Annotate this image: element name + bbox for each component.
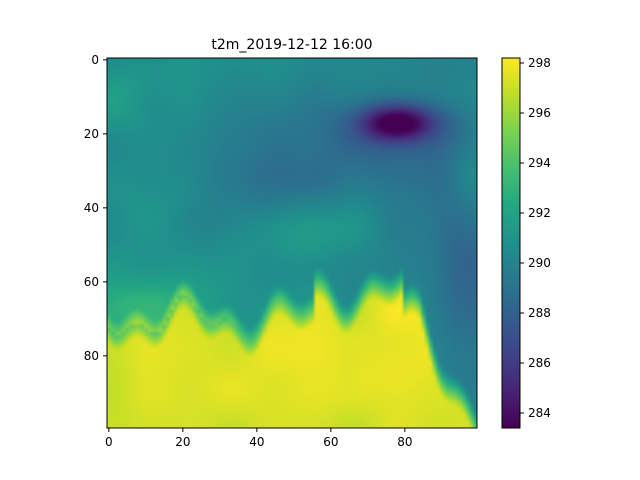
- colorbar-gradient: [501, 57, 521, 429]
- y-tick-label: 60: [84, 275, 99, 289]
- plot-area: [106, 57, 478, 429]
- colorbar-tick-label: 284: [528, 406, 551, 420]
- x-tick-label: 40: [249, 435, 264, 449]
- colorbar-tick-label: 290: [528, 256, 551, 270]
- colorbar-tick-label: 294: [528, 156, 551, 170]
- colorbar-tick-label: 292: [528, 206, 551, 220]
- colorbar-tick-label: 286: [528, 356, 551, 370]
- x-tick-label: 80: [397, 435, 412, 449]
- plot-frame: [106, 57, 478, 429]
- x-tick-label: 0: [105, 435, 113, 449]
- heatmap-image: [107, 58, 477, 428]
- x-tick-label: 60: [323, 435, 338, 449]
- x-axis: 0 20 40 60 80: [105, 428, 412, 449]
- x-tick-label: 20: [175, 435, 190, 449]
- colorbar-tick-label: 288: [528, 306, 551, 320]
- y-tick-label: 0: [91, 53, 99, 67]
- y-tick-label: 20: [84, 127, 99, 141]
- y-tick-label: 80: [84, 349, 99, 363]
- colorbar: 284 286 288 290 292 294 296 298: [501, 56, 551, 429]
- colorbar-tick-label: 296: [528, 106, 551, 120]
- colorbar-ticks: 284 286 288 290 292 294 296 298: [520, 56, 551, 420]
- y-axis: 0 20 40 60 80: [84, 53, 107, 363]
- colorbar-tick-label: 298: [528, 56, 551, 70]
- y-tick-label: 40: [84, 201, 99, 215]
- chart-title: t2m_2019-12-12 16:00: [211, 37, 372, 53]
